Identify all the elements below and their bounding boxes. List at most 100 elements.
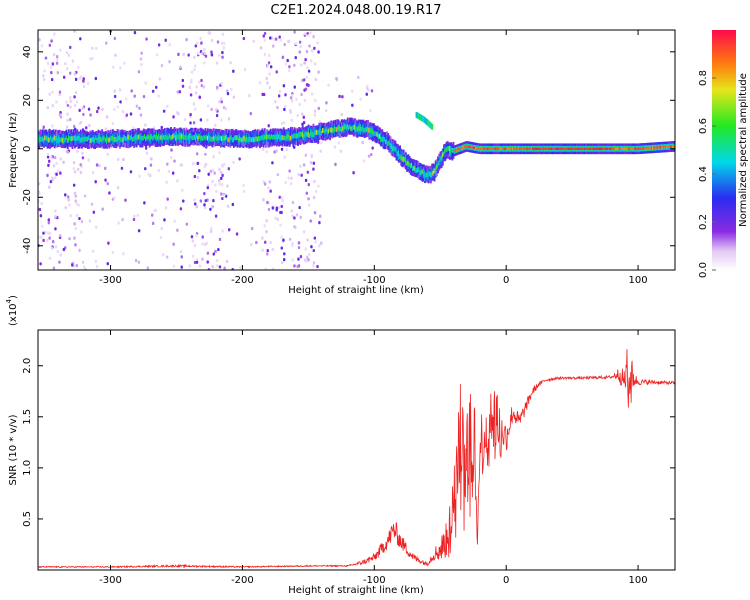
- snr-y-ticks: 0.5 1.0 1.5 2.0: [22, 358, 675, 527]
- spectrogram-speck: [73, 95, 76, 99]
- spectrogram-speck: [180, 163, 184, 167]
- spectrogram-ridge-cell: [40, 136, 43, 142]
- spectrogram-ridge-cell: [318, 129, 321, 135]
- spectrogram-speck: [209, 207, 212, 211]
- spectrogram-speck: [313, 62, 317, 66]
- spectrogram-ridge-cell: [338, 125, 341, 131]
- spectrogram-speck: [87, 107, 91, 111]
- spectrogram-speck: [214, 249, 217, 254]
- spectrogram-speck: [370, 89, 374, 93]
- spectrogram-speck: [106, 182, 109, 186]
- spectrogram-speck: [302, 163, 306, 167]
- snr-frame: [37, 329, 676, 571]
- spectrogram-ridge-cell: [98, 137, 101, 142]
- spectrogram-speck: [90, 202, 94, 206]
- spectrogram-ridge-cell: [56, 135, 58, 141]
- spectrogram-ridge-cell: [451, 147, 454, 153]
- spectrogram-speck: [143, 201, 146, 205]
- spectrogram-speck: [286, 58, 289, 63]
- spectrogram-speck: [49, 65, 53, 69]
- spectrogram-speck: [200, 41, 203, 45]
- spectrogram-ridge-cell: [392, 146, 394, 152]
- spectrogram-ridge-cell: [73, 135, 76, 141]
- spectrogram-speck: [311, 49, 314, 53]
- spectrogram-speck: [192, 102, 196, 106]
- spectrogram-speck: [212, 199, 215, 203]
- spectrogram-speck: [221, 50, 224, 55]
- spectrogram-speck: [287, 39, 290, 44]
- spectrogram-ridge-cell: [500, 147, 502, 150]
- spectrogram-speck: [81, 106, 85, 110]
- spectrogram-speck: [82, 85, 86, 89]
- spectrogram-speck: [371, 146, 374, 150]
- spectrogram-speck: [305, 75, 309, 79]
- spectrogram-speck: [193, 107, 197, 111]
- spectrogram-speck: [94, 76, 98, 81]
- spectrogram-ridge-cell: [259, 136, 261, 142]
- spectrogram-ridge-cell: [453, 149, 456, 152]
- spectrogram-speck: [312, 35, 315, 39]
- y-tick-label: 1.5: [22, 409, 33, 425]
- spectrogram-speck: [271, 247, 275, 251]
- spectrogram-ridge-cell: [197, 136, 200, 141]
- spectrogram-speck: [220, 176, 223, 180]
- spectrogram-ridge-cell: [85, 136, 88, 142]
- spectrogram-ridge-cell: [414, 167, 417, 172]
- spectrogram-speck: [216, 40, 220, 44]
- spectrogram-speck: [193, 260, 197, 265]
- spectrogram-ridge-cell: [243, 136, 246, 141]
- spectrogram-ridge-cell: [348, 125, 350, 131]
- spectrogram-speck: [46, 106, 50, 110]
- spectrogram-speck: [249, 112, 253, 116]
- spectrogram-speck: [73, 191, 77, 195]
- spectrogram-ridge-cell: [203, 134, 206, 140]
- spectrogram-speck: [272, 44, 275, 48]
- spectrogram-speck: [137, 229, 141, 233]
- spectrogram-speck: [265, 76, 268, 81]
- spectrogram-speck: [116, 157, 120, 162]
- spectrogram-ridge-cell: [179, 134, 182, 140]
- spectrogram-ridge-cell: [501, 147, 504, 150]
- spectrogram-ridge-cell: [530, 147, 533, 150]
- spectrogram-speck: [73, 222, 76, 226]
- spectrogram-ridge-cell: [102, 136, 105, 142]
- spectrogram-ridge-cell: [517, 147, 520, 150]
- spectrogram-speck: [121, 218, 124, 222]
- spectrogram-speck: [281, 55, 285, 60]
- spectrogram-speck: [64, 62, 67, 66]
- spectrogram-speck: [290, 99, 294, 103]
- spectrogram-speck: [218, 179, 221, 183]
- spectrogram-ridge-cell: [545, 147, 548, 150]
- spectrogram-ridge-cell: [63, 137, 66, 143]
- spectrogram-speck: [83, 194, 87, 198]
- spectrogram-speck: [303, 230, 306, 234]
- spectrogram-speck: [85, 126, 88, 130]
- spectrogram-ridge-cell: [358, 126, 361, 132]
- spectrogram-ridge-cell: [481, 147, 483, 150]
- spectrogram-speck: [150, 157, 153, 161]
- spectrogram-speck: [202, 85, 206, 89]
- spectrogram-speck: [165, 255, 169, 259]
- spectrogram-ridge-cell: [591, 147, 594, 150]
- spectrogram-speck: [176, 90, 179, 94]
- spectrogram-speck: [206, 118, 209, 122]
- spectrogram-speck: [51, 103, 55, 108]
- spectrogram-speck: [151, 89, 155, 93]
- spectrogram-ridge-cell: [665, 145, 667, 149]
- spectrogram-ridge-cell: [450, 149, 453, 155]
- spectrogram-speck: [157, 43, 161, 47]
- spectrogram-speck: [261, 248, 264, 252]
- spectrogram-ridge-cell: [230, 135, 233, 140]
- spectrogram-speck: [312, 248, 316, 253]
- spectrogram-ridge-cell: [528, 147, 531, 150]
- spectrogram-speck: [192, 121, 196, 125]
- spectrogram-speck: [319, 149, 322, 153]
- spectrogram-ridge-cell: [390, 144, 393, 150]
- spectrogram-ridge-cell: [206, 135, 209, 141]
- spectrogram-ridge-cell: [274, 134, 277, 140]
- spectrogram-speck: [201, 235, 204, 239]
- spectrogram-speck: [361, 141, 364, 145]
- spectrogram-speck: [313, 113, 317, 117]
- spectrogram-speck: [290, 176, 293, 180]
- spectrogram-speck: [121, 110, 125, 114]
